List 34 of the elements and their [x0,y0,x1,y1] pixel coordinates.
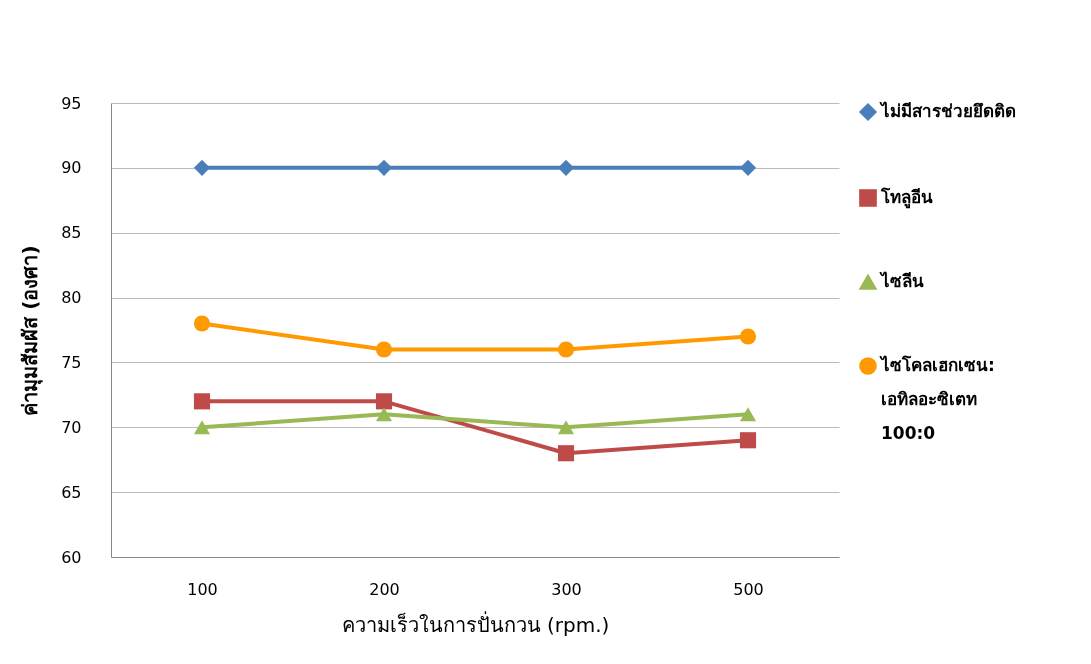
point [739,407,757,422]
x-axis-title: ความเร็วในการปั่นกวน (rpm.) [341,610,610,637]
point [557,420,575,435]
point [375,159,393,176]
x-tick-label: 500 [733,579,764,599]
legend-label: ไซโคลเฮกเซน: เอทิลอะซิเตท 100:0 [879,355,995,443]
point [193,315,211,332]
y-tick-label: 90 [61,158,82,178]
legend-label: ไซลีน [879,271,924,291]
x-tick-label: 300 [551,579,582,599]
point [739,328,757,345]
point [557,159,575,176]
point [375,393,393,410]
y-tick-label: 75 [61,352,82,372]
point [375,341,393,358]
x-tick-label: 100 [187,579,218,599]
point [739,432,757,449]
x-tick-label: 200 [369,579,400,599]
y-tick-label: 65 [61,482,82,502]
y-tick-label: 60 [61,547,82,567]
point [375,407,393,422]
y-tick-label: 70 [61,417,82,437]
legend-label: ไม่มีสารช่วยยึดติด [879,101,1016,121]
legend-label: โทลูอีน [880,187,933,209]
point [739,159,757,176]
point [557,445,575,462]
point [193,393,211,410]
y-axis-title: ค่ามุมสัมผัส (องศา) [18,245,44,416]
y-tick-label: 95 [61,93,82,113]
y-tick-label: 85 [61,223,82,243]
point [193,159,211,176]
y-tick-label: 80 [61,288,82,308]
point [557,341,575,358]
point [193,420,211,435]
